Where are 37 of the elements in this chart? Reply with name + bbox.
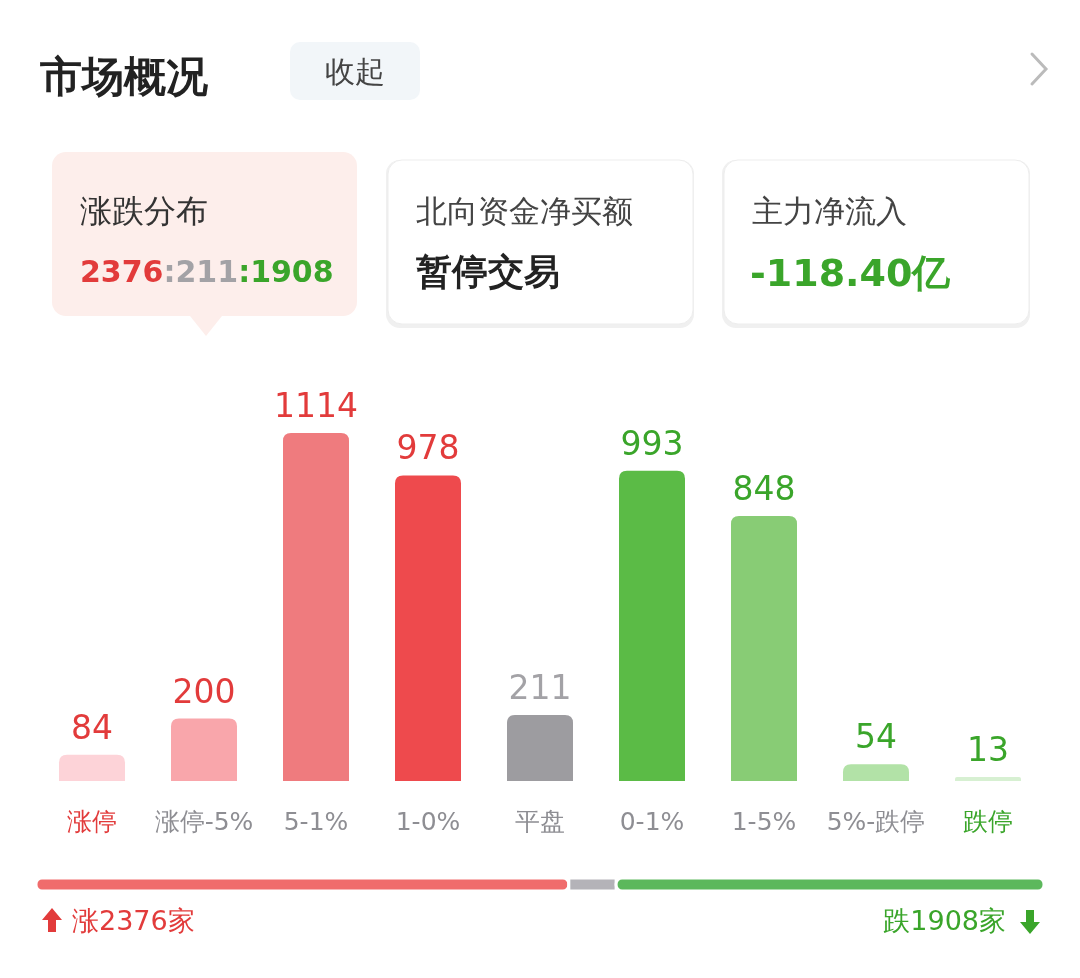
data-label: 848 xyxy=(732,469,796,509)
text: 主力净流入 xyxy=(752,193,907,229)
x-tick-label: 5%-跌停 xyxy=(826,807,926,836)
x-tick-label: 跌停 xyxy=(963,807,1013,836)
bar xyxy=(731,516,797,781)
text: 2376:211:1908 xyxy=(80,254,334,289)
text: 北向资金净买额 xyxy=(416,193,633,229)
data-label: 993 xyxy=(620,423,684,463)
x-tick-label: 涨停-5% xyxy=(154,807,254,836)
x-tick-label: 平盘 xyxy=(515,807,565,836)
data-label: 200 xyxy=(172,671,236,711)
data-label: 211 xyxy=(508,668,572,708)
data-label: 84 xyxy=(71,707,113,747)
x-tick-label: 0-1% xyxy=(619,807,685,836)
bar xyxy=(955,776,1021,781)
chart-title: 市场概况 xyxy=(39,52,208,101)
x-tick-label: 涨停 xyxy=(67,807,117,836)
text: 跌1908家 xyxy=(883,905,1006,936)
bar xyxy=(619,470,685,781)
data-label: 13 xyxy=(967,729,1009,769)
text: 暂停交易 xyxy=(416,251,560,292)
x-tick-label: 1-0% xyxy=(395,807,461,836)
text: -118.40亿 xyxy=(750,251,952,295)
bar xyxy=(283,433,349,781)
text: 涨跌分布 xyxy=(80,192,208,230)
data-label: 978 xyxy=(396,428,460,468)
bar xyxy=(395,475,461,781)
x-tick-label: 1-5% xyxy=(731,807,797,836)
text: 涨2376家 xyxy=(72,905,195,936)
bar xyxy=(171,718,237,781)
x-tick-label: 5-1% xyxy=(283,807,349,836)
bar xyxy=(507,715,573,781)
bar xyxy=(843,764,909,781)
text: 收起 xyxy=(325,54,385,89)
data-label: 1114 xyxy=(274,386,358,425)
data-label: 54 xyxy=(855,717,897,757)
bar xyxy=(59,754,125,781)
